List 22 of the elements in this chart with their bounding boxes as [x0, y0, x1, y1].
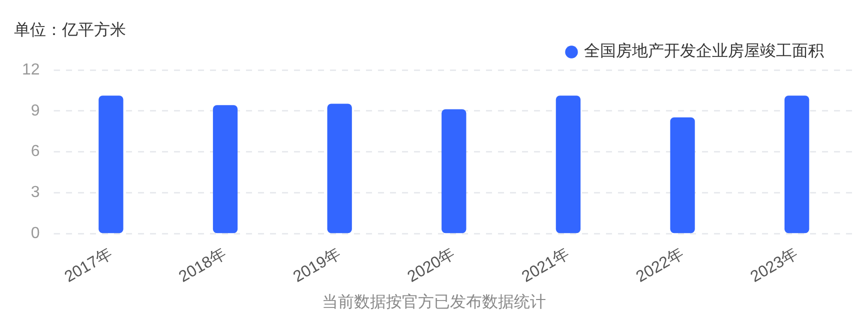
bar — [327, 104, 352, 234]
x-tick-label: 2023年 — [748, 245, 802, 286]
bar — [98, 96, 124, 234]
y-axis-title: 单位：亿平方米 — [14, 20, 126, 41]
bar — [784, 96, 810, 234]
x-tick-label: 2018年 — [176, 245, 230, 286]
x-tick-label: 2022年 — [634, 245, 687, 286]
legend-label: 全国房地产开发企业房屋竣工面积 — [584, 41, 824, 60]
y-tick-label: 9 — [30, 102, 40, 120]
bar — [212, 105, 238, 234]
y-tick-label: 0 — [30, 224, 40, 242]
x-tick-label: 2020年 — [404, 245, 458, 286]
bar — [556, 96, 581, 234]
x-tick-label: 2017年 — [62, 245, 116, 286]
x-tick-label: 2019年 — [290, 245, 344, 286]
y-tick-label: 3 — [30, 184, 40, 202]
y-tick-label: 6 — [30, 143, 40, 160]
text: 当前数据按官方已发布数据统计 — [321, 292, 547, 313]
bar — [442, 109, 466, 234]
x-tick-label: 2021年 — [519, 245, 572, 286]
y-tick-label: 12 — [22, 61, 40, 78]
bar — [670, 117, 695, 234]
